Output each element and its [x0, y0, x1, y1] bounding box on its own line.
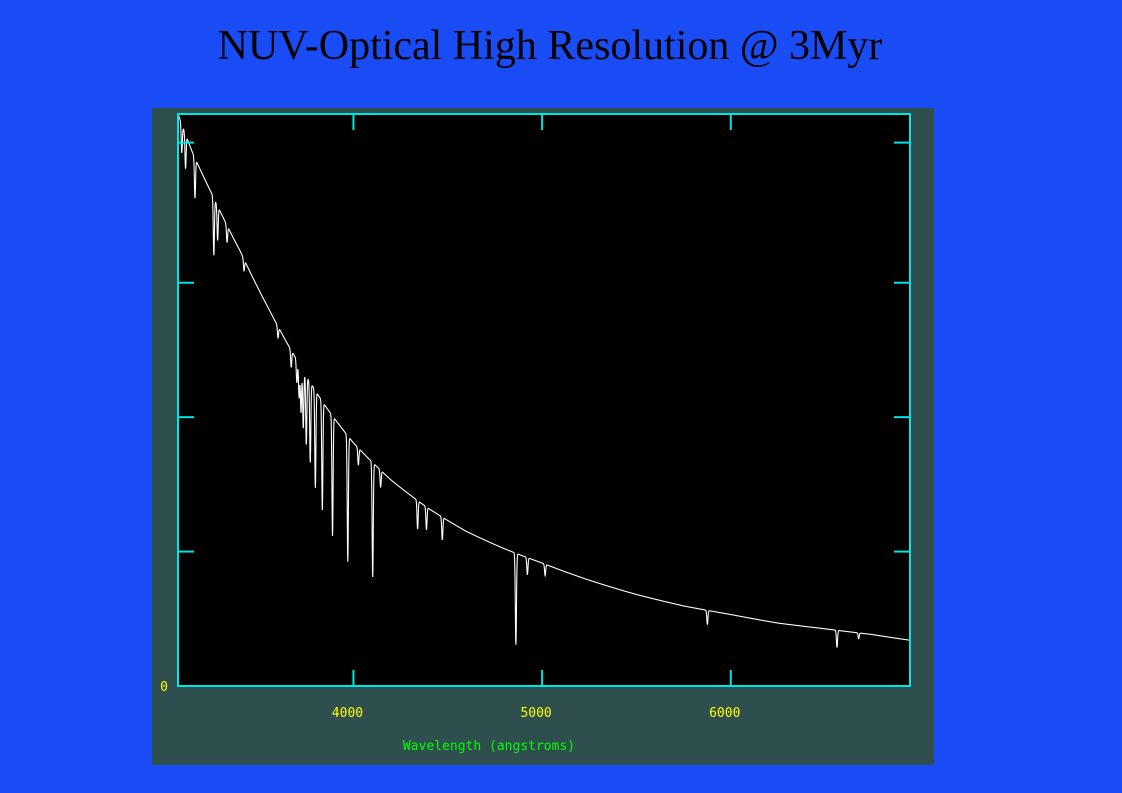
spectrum-line: [177, 113, 911, 648]
labels-layer: 4000 5000 6000 0: [160, 680, 740, 721]
x-tick-label-4000: 4000: [332, 706, 363, 721]
plot-panel: 4000 5000 6000 0 Wavelength (angstroms): [152, 108, 934, 765]
x-axis-label: Wavelength (angstroms): [403, 739, 575, 754]
x-tick-label-5000: 5000: [520, 706, 551, 721]
slide-title: NUV-Optical High Resolution @ 3Myr: [217, 23, 883, 69]
plot-area: [178, 114, 910, 686]
x-tick-label-6000: 6000: [709, 706, 740, 721]
ticks-layer: [178, 114, 910, 686]
y-tick-label-0: 0: [160, 680, 168, 695]
plot-frame: [177, 113, 911, 687]
spectrum-chart: 4000 5000 6000 0 Wavelength (angstroms): [160, 113, 911, 754]
spectrum-layer: [177, 113, 911, 648]
